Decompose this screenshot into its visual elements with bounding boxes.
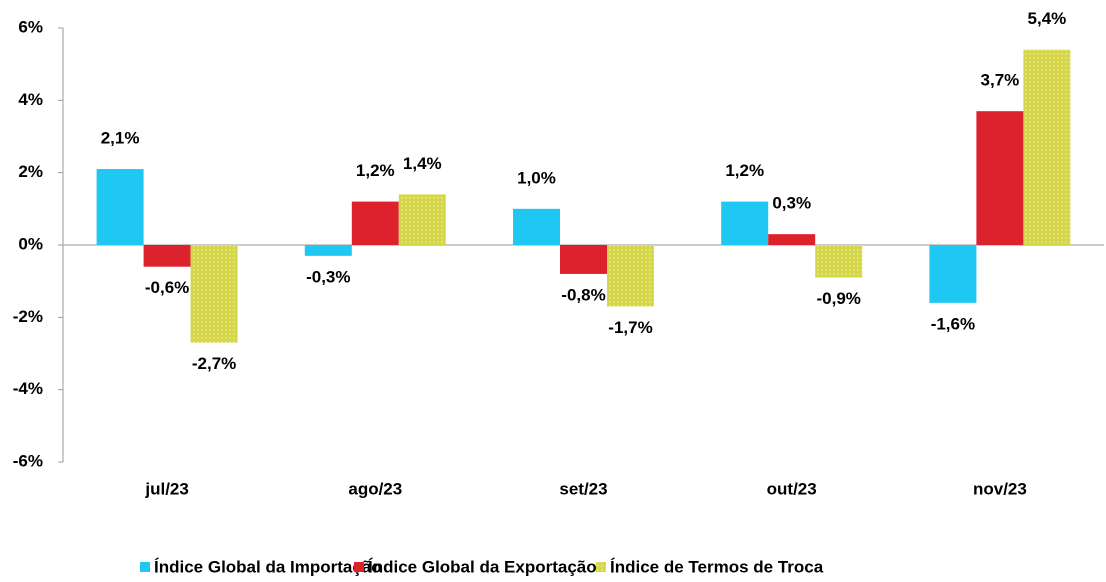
legend-label: Índice Global da Exportação <box>368 557 597 576</box>
bar <box>560 245 607 274</box>
y-tick-label: 4% <box>18 90 43 109</box>
data-label: 1,2% <box>725 161 764 180</box>
data-label: -1,6% <box>931 314 975 333</box>
bar <box>768 234 816 245</box>
x-tick-label: set/23 <box>559 479 607 498</box>
bar <box>929 245 977 303</box>
data-label: -0,6% <box>145 278 189 297</box>
y-tick-label: -2% <box>13 307 43 326</box>
bar <box>1023 49 1071 246</box>
bar <box>304 245 352 256</box>
data-label: 1,4% <box>403 154 442 173</box>
data-label: 1,2% <box>356 161 395 180</box>
y-tick-label: -6% <box>13 451 43 470</box>
legend-label: Índice de Termos de Troca <box>610 557 824 576</box>
x-tick-label: nov/23 <box>973 479 1027 498</box>
data-label: 5,4% <box>1028 9 1067 28</box>
data-label: -0,9% <box>816 289 860 308</box>
legend-label: Índice Global da Importação <box>154 557 382 576</box>
legend-swatch <box>596 562 606 572</box>
data-label: 3,7% <box>981 71 1020 90</box>
y-tick-label: 2% <box>18 162 43 181</box>
bar <box>351 201 399 245</box>
y-tick-label: 0% <box>18 234 43 253</box>
data-label: -0,3% <box>306 267 350 286</box>
bar <box>96 169 144 245</box>
data-label: -2,7% <box>192 354 236 373</box>
x-tick-label: out/23 <box>767 479 817 498</box>
data-label: 2,1% <box>101 129 140 148</box>
x-tick-label: ago/23 <box>348 479 402 498</box>
legend-swatch <box>140 562 150 572</box>
bar <box>190 245 238 343</box>
bar <box>721 201 769 245</box>
data-label: -0,8% <box>561 285 605 304</box>
bar <box>398 194 446 245</box>
y-tick-label: 6% <box>18 17 43 36</box>
data-label: -1,7% <box>608 318 652 337</box>
bar <box>976 111 1024 245</box>
bar <box>513 208 560 245</box>
bar <box>607 245 654 307</box>
x-tick-label: jul/23 <box>144 479 188 498</box>
data-label: 1,0% <box>517 168 556 187</box>
data-label: 0,3% <box>772 194 811 213</box>
legend-swatch <box>354 562 364 572</box>
y-tick-label: -4% <box>13 379 43 398</box>
bar <box>143 245 191 267</box>
bar <box>815 245 863 278</box>
